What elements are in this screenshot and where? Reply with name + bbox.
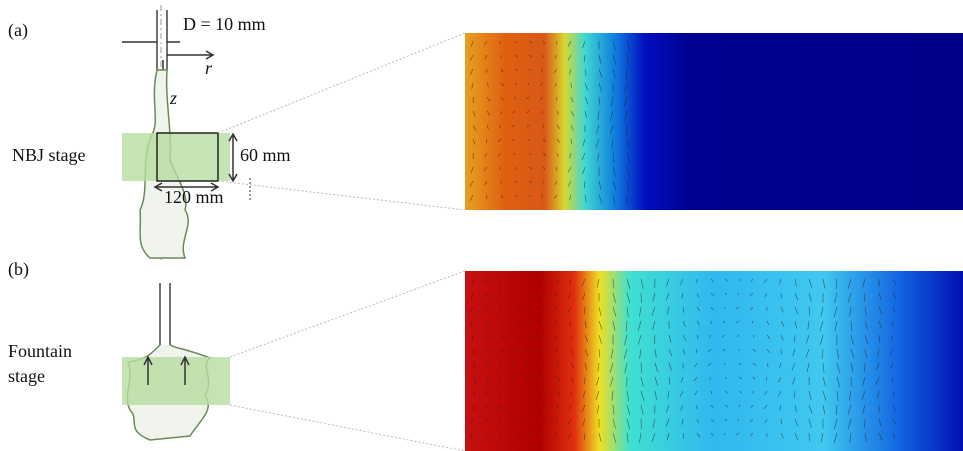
height-label: 60 mm: [240, 145, 291, 165]
width-label: 120 mm: [164, 187, 224, 207]
panel-label: (a): [8, 20, 28, 41]
stage-label: stage: [8, 366, 45, 386]
z-label: z: [169, 88, 177, 108]
flow-field-image: [465, 271, 963, 451]
zoom-line: [218, 181, 465, 210]
height-arrow: [229, 134, 237, 181]
stage-band: [122, 357, 230, 405]
r-label: r: [205, 58, 213, 78]
zoom-line: [218, 33, 465, 133]
diameter-label: D = 10 mm: [183, 14, 266, 34]
flow-field-image: [465, 33, 963, 210]
zoom-line: [230, 271, 465, 357]
stage-label: Fountain: [8, 341, 72, 361]
zoom-line: [230, 405, 465, 451]
figure: (a) D = 10 mm r z NBJ stage 60 mm 120 mm…: [0, 0, 963, 451]
nozzle: [160, 283, 170, 345]
stage-band: [122, 133, 230, 181]
nozzle: [157, 10, 167, 70]
panel-label: (b): [8, 259, 29, 280]
stage-label: NBJ stage: [12, 145, 86, 165]
